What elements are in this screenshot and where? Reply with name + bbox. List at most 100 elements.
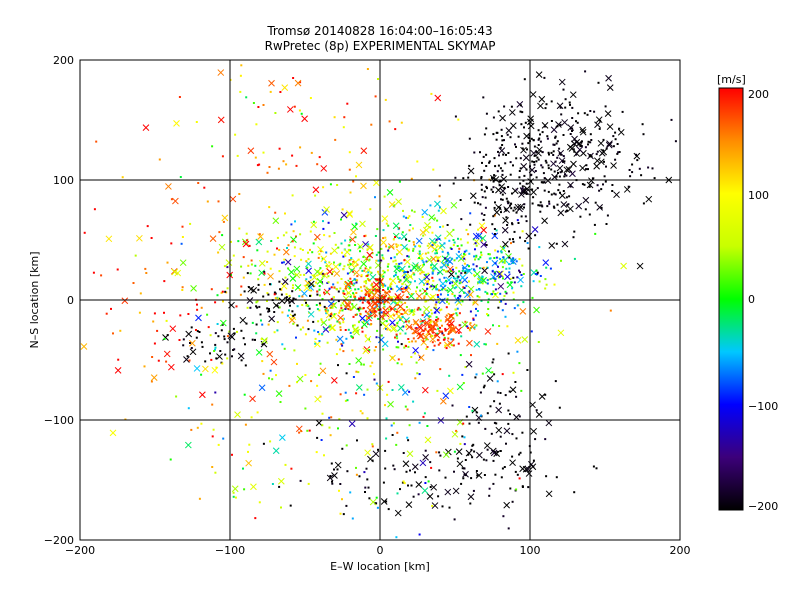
data-point-dot — [232, 254, 235, 257]
data-point-dot — [266, 300, 268, 302]
data-point-dot — [289, 304, 291, 307]
data-point-dot — [430, 312, 433, 315]
data-point-dot — [325, 312, 328, 315]
data-point-dot — [190, 347, 193, 349]
data-point-cross — [316, 278, 324, 285]
data-point-dot — [460, 335, 463, 338]
data-point-dot — [373, 378, 376, 381]
data-point-dot — [463, 262, 466, 265]
data-point-cross — [313, 233, 321, 241]
data-point-dot — [348, 259, 351, 262]
data-point-dot — [333, 286, 336, 289]
data-point-dot — [397, 278, 400, 280]
data-point-dot — [427, 480, 430, 483]
data-point-dot — [455, 272, 457, 275]
data-point-dot — [345, 504, 348, 507]
data-point-cross — [311, 274, 318, 281]
data-point-cross — [415, 237, 423, 245]
data-point-cross — [398, 383, 405, 391]
data-point-cross — [219, 319, 227, 327]
data-point-cross — [440, 397, 447, 405]
data-point-cross — [588, 177, 595, 185]
data-point-dot — [464, 253, 467, 256]
data-point-dot — [366, 417, 369, 420]
data-point-dot — [405, 275, 408, 278]
data-point-dot — [483, 190, 486, 193]
data-point-dot — [492, 116, 495, 119]
data-point-dot — [374, 196, 376, 199]
data-point-dot — [485, 459, 488, 462]
data-point-dot — [419, 289, 422, 292]
data-point-dot — [537, 129, 540, 132]
data-point-dot — [452, 338, 455, 341]
data-point-dot — [431, 504, 434, 507]
data-point-dot — [321, 321, 324, 323]
data-point-dot — [444, 344, 447, 347]
data-point-dot — [350, 269, 353, 272]
data-point-cross — [444, 488, 452, 496]
data-point-dot — [468, 164, 471, 167]
data-point-dot — [299, 233, 302, 236]
data-point-dot — [333, 313, 336, 316]
data-point-dot — [540, 181, 543, 184]
data-point-cross — [597, 139, 605, 147]
data-point-dot — [400, 301, 403, 304]
data-point-dot — [503, 105, 506, 108]
chart-subtitle: RwPretec (8p) EXPERIMENTAL SKYMAP — [265, 39, 496, 53]
data-point-dot — [100, 274, 103, 277]
data-point-dot — [331, 306, 334, 309]
data-point-dot — [468, 269, 470, 272]
data-point-dot — [299, 146, 302, 149]
data-point-dot — [291, 310, 294, 313]
data-point-dot — [526, 369, 529, 371]
y-tick-label: −100 — [44, 414, 74, 427]
data-point-dot — [468, 406, 471, 408]
data-point-cross — [281, 278, 289, 285]
data-point-cross — [289, 275, 297, 282]
data-point-dot — [323, 305, 326, 308]
data-point-dot — [460, 281, 463, 284]
data-point-dot — [556, 140, 559, 143]
data-point-cross — [389, 354, 396, 362]
data-point-dot — [498, 184, 501, 187]
data-point-dot — [616, 143, 619, 145]
data-point-dot — [560, 113, 563, 116]
data-point-dot — [459, 199, 462, 201]
data-point-dot — [281, 343, 284, 346]
data-point-dot — [333, 296, 335, 299]
data-point-dot — [382, 285, 384, 288]
data-point-dot — [256, 306, 259, 309]
data-point-dot — [431, 231, 434, 234]
data-point-dot — [330, 304, 333, 307]
data-point-dot — [286, 247, 288, 249]
data-point-dot — [514, 470, 517, 473]
data-point-dot — [361, 330, 364, 333]
data-point-dot — [512, 261, 515, 264]
data-point-dot — [502, 277, 504, 280]
data-point-dot — [306, 303, 309, 306]
data-point-cross — [247, 147, 255, 155]
data-point-dot — [426, 244, 429, 247]
data-point-dot — [493, 228, 496, 230]
data-point-dot — [337, 300, 340, 303]
data-point-dot — [492, 358, 495, 361]
data-point-dot — [451, 281, 454, 284]
data-point-dot — [380, 301, 383, 304]
data-point-dot — [251, 321, 254, 324]
data-point-dot — [588, 185, 591, 188]
data-point-dot — [399, 279, 402, 282]
data-point-dot — [223, 338, 226, 341]
data-point-dot — [250, 263, 253, 266]
data-point-dot — [496, 380, 499, 383]
data-point-dot — [361, 326, 364, 329]
data-point-dot — [291, 194, 294, 197]
data-point-dot — [267, 293, 270, 296]
data-point-cross — [326, 474, 334, 482]
data-point-dot — [445, 306, 448, 309]
data-point-dot — [349, 295, 352, 298]
data-point-dot — [223, 265, 226, 268]
data-point-dot — [486, 187, 488, 190]
data-point-dot — [485, 244, 488, 246]
data-point-dot — [292, 322, 295, 325]
data-point-dot — [400, 313, 403, 315]
